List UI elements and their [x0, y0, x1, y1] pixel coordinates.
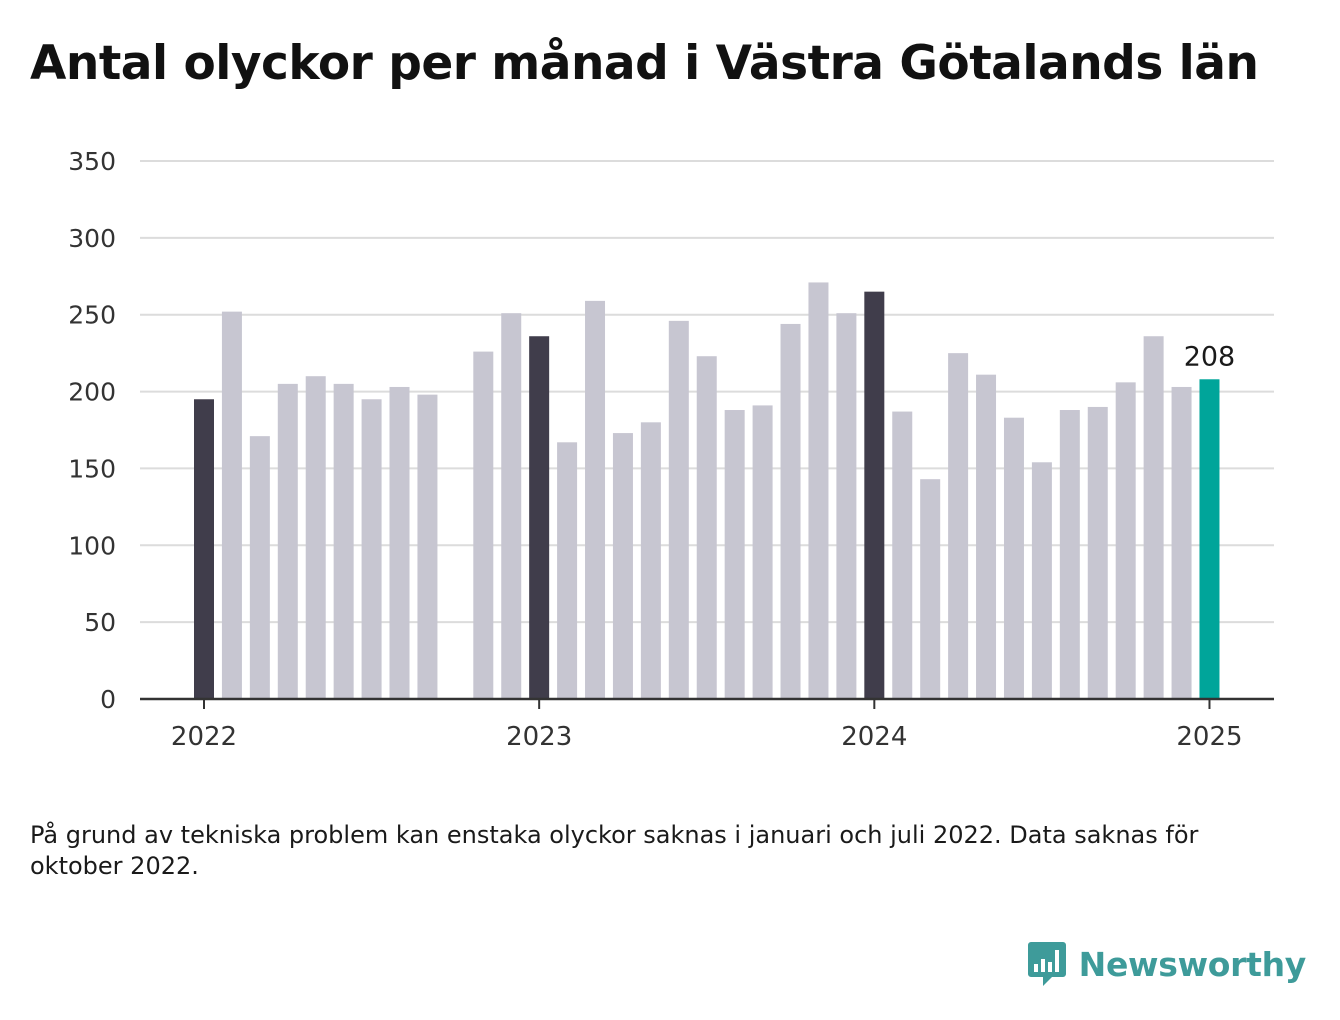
bar-2023-09 [752, 405, 773, 699]
bar-2024-06 [1003, 417, 1024, 699]
y-tick-label: 300 [68, 224, 116, 253]
y-tick-label: 50 [84, 608, 116, 637]
y-tick-label: 100 [68, 531, 116, 560]
bar-2024-03 [920, 479, 941, 699]
bar-2022-05 [305, 376, 326, 699]
brand-name: Newsworthy [1078, 944, 1307, 984]
bar-2024-10 [1115, 382, 1136, 699]
y-tick-label: 150 [68, 454, 116, 483]
bar-2025-01 [1199, 379, 1220, 699]
y-tick-labels: 0 50 100 150 200 250 300 350 [68, 147, 116, 714]
bar-2023-06 [668, 320, 689, 699]
bar-2022-03 [249, 436, 270, 699]
x-tick-labels: 2022 2023 2024 2025 [171, 722, 1243, 752]
chart-title: Antal olyckor per månad i Västra Götalan… [30, 36, 1259, 91]
bar-chart: 0 50 100 150 200 250 300 350 2022 2023 2024 2025 2… [68, 147, 1274, 752]
bar-2022-12 [501, 313, 522, 699]
bar-2024-08 [1059, 410, 1080, 699]
bar-2022-04 [277, 383, 298, 699]
x-axis [140, 697, 1274, 709]
bar-2022-02 [221, 311, 242, 699]
bar-2022-01 [194, 399, 214, 699]
bar-2022-08 [389, 386, 410, 699]
bar-2023-08 [724, 410, 745, 699]
bar-2024-01 [864, 291, 885, 699]
data-label-latest: 208 [1184, 341, 1236, 372]
bar-2023-04 [612, 433, 633, 699]
bar-2023-10 [780, 323, 801, 699]
bar-2022-09 [417, 394, 438, 699]
bar-2023-12 [836, 313, 857, 699]
bar-2024-02 [892, 411, 913, 699]
bar-2024-11 [1143, 336, 1164, 699]
bar-2024-07 [1031, 462, 1052, 699]
bar-2023-01 [529, 336, 550, 699]
bar-2024-12 [1171, 386, 1192, 699]
bar-2024-09 [1087, 406, 1108, 699]
footnote: På grund av tekniska problem kan enstaka… [30, 821, 1199, 880]
y-tick-label: 200 [68, 378, 116, 407]
data-labels: 208 [1184, 341, 1236, 372]
x-tick-label: 2024 [841, 722, 907, 752]
bar-2023-02 [557, 442, 578, 699]
bars [194, 282, 1220, 699]
bar-chart-speech-bubble-icon [1027, 942, 1066, 986]
bar-2023-03 [585, 300, 606, 699]
x-tick-label: 2022 [171, 722, 237, 752]
bar-2024-04 [948, 353, 969, 699]
bar-2023-07 [696, 356, 717, 699]
bar-2022-11 [473, 351, 494, 699]
brand-logo: Newsworthy [1027, 940, 1306, 988]
bar-2023-11 [808, 282, 829, 699]
y-tick-label: 0 [100, 685, 116, 714]
y-tick-label: 350 [68, 147, 116, 176]
x-tick-label: 2023 [506, 722, 572, 752]
y-tick-label: 250 [68, 301, 116, 330]
x-tick-label: 2025 [1176, 722, 1242, 752]
bar-2023-05 [640, 422, 661, 699]
bar-2022-06 [333, 383, 354, 699]
bar-2024-05 [976, 374, 997, 699]
bar-2022-07 [361, 399, 382, 699]
